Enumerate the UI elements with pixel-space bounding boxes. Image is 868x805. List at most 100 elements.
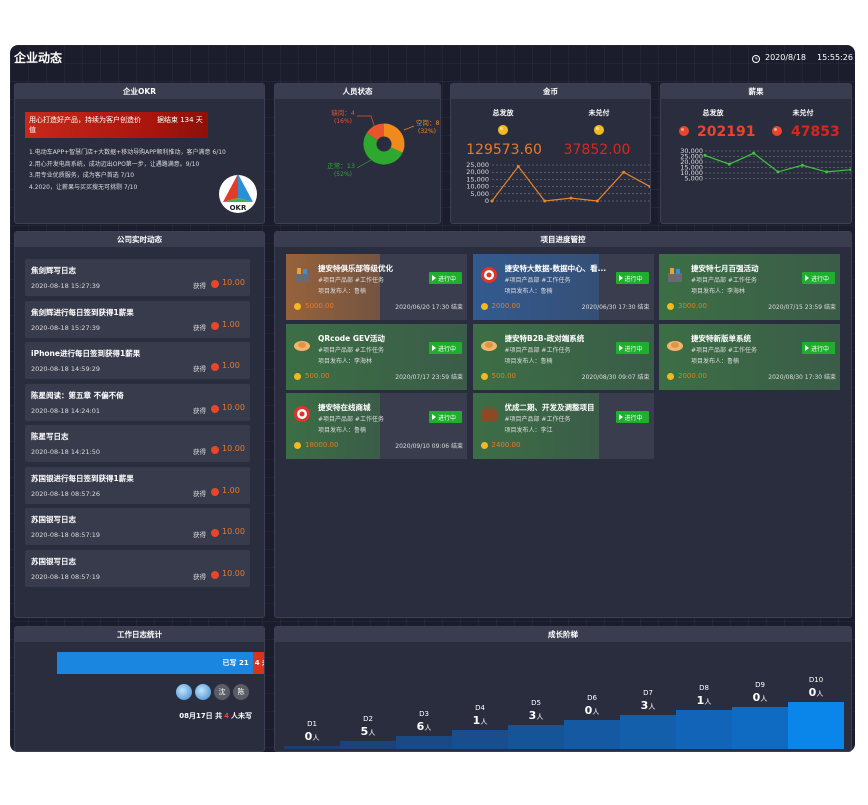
header-date: 2020/8/18 xyxy=(765,53,807,62)
project-card: QRcode GEV活动 #项目产品部 #工作任务 项目发布人：李海林 进行中 500.… xyxy=(286,323,467,390)
step-level: D1 xyxy=(307,720,317,728)
icon-part xyxy=(303,269,307,274)
activity-title: 陈星写日志 xyxy=(31,432,69,441)
apple-icon xyxy=(211,529,219,537)
play-triangle xyxy=(432,414,436,420)
project-coins: 2000.00 xyxy=(491,302,521,310)
step-level: D10 xyxy=(809,676,823,684)
activity-time: 2020-08-18 14:24:01 xyxy=(31,406,101,415)
activity-time: 2020-08-18 15:27:39 xyxy=(31,323,101,332)
project-coins: 500.00 xyxy=(305,371,330,380)
step-level: D9 xyxy=(755,681,765,689)
segment-label: 正常：13 xyxy=(327,161,355,170)
activity-gain: 获得 xyxy=(193,531,206,539)
ladder-step xyxy=(452,730,508,749)
unpaid-label: 未兑付 xyxy=(793,108,814,117)
activity-gain: 获得 xyxy=(193,282,206,290)
leader-line xyxy=(403,125,415,131)
project-name: 捷安特B2B-政对端系统 xyxy=(504,333,585,343)
project-coins: 18000.00 xyxy=(305,441,339,449)
activity-amount: 10.00 xyxy=(222,527,245,536)
ladder-step xyxy=(732,707,788,749)
coin-icon xyxy=(772,126,782,136)
count-unit: 人 xyxy=(536,713,543,721)
panel: 公司实时动态 焦剑辉写日志 2020-08-18 15:27:39 获得 10.00 焦剑… xyxy=(14,231,265,618)
project-name: 捷安特俱乐部等级优化 xyxy=(318,264,393,273)
project-coins: 2000.00 xyxy=(678,371,707,380)
count-value: 5 xyxy=(361,725,369,738)
ladder-step xyxy=(676,710,732,749)
activity-time: 2020-08-18 08:57:19 xyxy=(31,531,101,539)
icon-part xyxy=(480,410,497,421)
icon-part xyxy=(484,341,493,348)
activity-time: 2020-08-18 15:27:39 xyxy=(31,282,101,290)
project-tags: #项目产品部 #工作任务 xyxy=(691,277,757,284)
project-deadline: 2020/09/10 09:06 结束 xyxy=(395,443,463,450)
activity-item: 陈星阅读：第五章 不偏不倚 2020-08-18 14:24:01 获得 10.00 xyxy=(25,383,250,421)
okr-banner: 用心打造好产品，持续为客户创造价值 据结束 134 天 xyxy=(25,112,208,138)
project-card: 优成二期、开发及调整项目 #项目产品部 #工作任务 项目发布人：李江 进行中 2400.… xyxy=(472,393,654,459)
activity-amount: 10.00 xyxy=(222,402,245,412)
coin-icon xyxy=(294,303,301,310)
progress-fill xyxy=(472,323,654,390)
activity-time: 2020-08-18 14:21:50 xyxy=(31,448,101,456)
icon-part xyxy=(484,406,493,412)
icon-part xyxy=(295,273,309,282)
play-triangle xyxy=(618,344,623,351)
activity-gain: 获得 xyxy=(193,572,206,581)
activity-amount: 10.00 xyxy=(222,278,245,287)
activity-item: 陈星写日志 2020-08-18 14:21:50 获得 10.00 xyxy=(25,425,250,462)
progress-fill xyxy=(472,393,600,459)
avatar: 沈 xyxy=(214,684,230,700)
okr-banner-text: 用心打造好产品，持续为客户创造价值 xyxy=(29,116,141,134)
panel-title: 金币 xyxy=(543,87,558,96)
project-tags: #项目产品部 #工作任务 xyxy=(504,346,571,354)
project-icon xyxy=(480,406,497,421)
y-tick-label: 20,000 xyxy=(466,168,489,176)
count-unit: 人 xyxy=(312,734,319,742)
count-value: 3 xyxy=(641,699,649,712)
progress-fill xyxy=(286,323,467,390)
status-button: 进行中 xyxy=(429,341,462,354)
apple-icon xyxy=(211,321,219,330)
count-unit: 人 xyxy=(424,724,431,732)
project-icon xyxy=(294,340,310,351)
donut-segment xyxy=(363,133,403,165)
play-triangle xyxy=(805,344,809,351)
project-name: 捷安特大数据-数据中心、看... xyxy=(504,264,607,273)
status-button: 进行中 xyxy=(429,411,462,423)
project-tags: #项目产品部 #工作任务 xyxy=(318,416,384,423)
issued-value: 202191 xyxy=(697,124,755,140)
icon-part xyxy=(671,341,679,348)
icon-part xyxy=(676,269,680,274)
project-tags: #项目产品部 #工作任务 xyxy=(504,416,571,423)
coin-icon xyxy=(679,126,689,136)
project-icon xyxy=(480,340,497,351)
avatar: 陈 xyxy=(233,684,249,700)
project-publisher: 项目发布人：李海林 xyxy=(318,357,373,365)
data-point xyxy=(543,199,547,203)
count-unit: 人 xyxy=(592,708,599,716)
activity-gain: 获得 xyxy=(193,448,206,456)
icon-part xyxy=(298,341,306,348)
status-text: 进行中 xyxy=(438,415,457,422)
activity-item: 焦剑辉写日志 2020-08-18 15:27:39 获得 10.00 xyxy=(25,259,250,296)
data-point xyxy=(800,163,804,167)
panel: 企业OKR 用心打造好产品，持续为客户创造价值 据结束 134 天 1.电动车APP+… xyxy=(14,83,265,224)
panel-header: 金币 xyxy=(451,84,650,99)
y-tick-label: 25,000 xyxy=(680,153,703,161)
y-tick-label: 0 xyxy=(485,197,489,205)
data-point xyxy=(622,170,626,174)
panel-title: 公司实时动态 xyxy=(117,235,162,244)
project-card: 捷安特在线商城 #项目产品部 #工作任务 项目发布人：鲁楠 进行中 18000.00 20… xyxy=(286,393,467,459)
panel-header: 人员状态 xyxy=(275,84,440,99)
step-level: D7 xyxy=(643,689,653,697)
panel: 薪果 总发放 未兑付 202191 47853 5,000 10,000 15,000 20,0… xyxy=(660,83,852,224)
activity-amount: 10.00 xyxy=(222,568,245,578)
project-coins: 2400.00 xyxy=(491,441,521,449)
progress-fill xyxy=(286,393,381,459)
step-count: 3人 xyxy=(529,709,544,722)
coin-shine xyxy=(774,128,777,131)
project-deadline: 2020/07/17 23:59 结束 xyxy=(395,373,463,381)
status-text: 进行中 xyxy=(624,276,643,283)
